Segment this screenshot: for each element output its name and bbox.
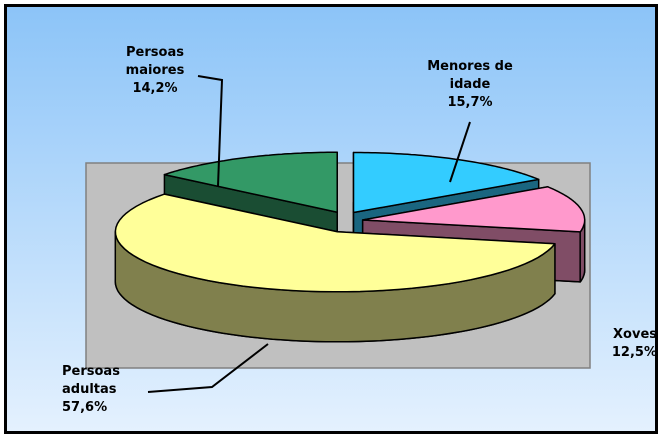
leader-line <box>449 121 471 183</box>
slice <box>163 151 338 214</box>
leader-line <box>147 343 269 393</box>
pie <box>114 151 586 343</box>
category-label: Menores de idade <box>427 59 513 92</box>
value-label: 15,7% <box>447 95 493 110</box>
slice <box>352 151 540 214</box>
slice <box>361 186 586 233</box>
data-label: Menores de idade 15,7% <box>405 58 535 112</box>
value-label: 57,6% <box>62 400 108 415</box>
category-label: Persoas adultas <box>62 364 120 397</box>
data-label: Persoas maiores 14,2% <box>95 44 215 98</box>
category-label: Persoas maiores <box>125 45 185 78</box>
slice <box>114 193 556 293</box>
value-label: 14,2% <box>132 81 178 96</box>
leader-line <box>197 75 224 187</box>
value-label: 12,5% <box>611 345 657 360</box>
data-label: Xoves 12,5% <box>545 326 657 362</box>
data-label: Persoas adultas 57,6% <box>62 363 152 417</box>
category-label: Xoves <box>613 327 657 342</box>
